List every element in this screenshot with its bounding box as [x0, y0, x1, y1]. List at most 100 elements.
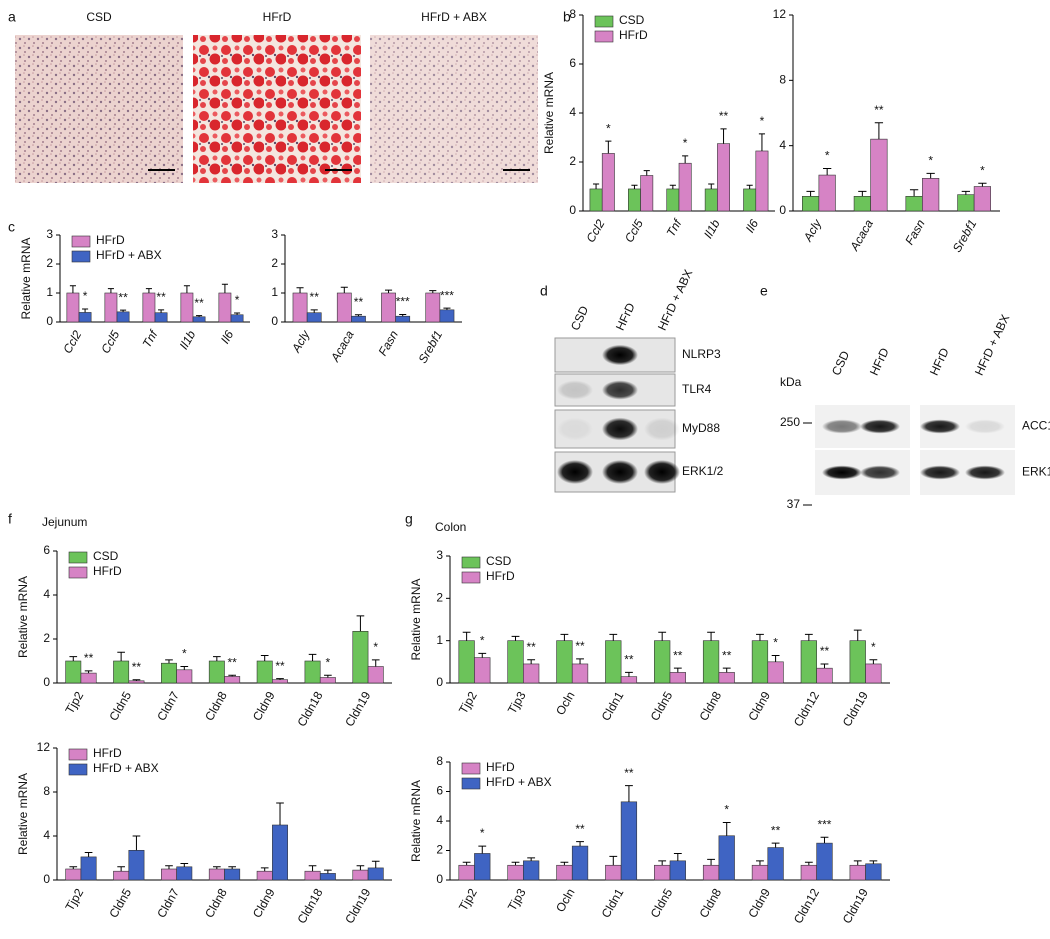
unit-label: kDa: [780, 375, 802, 389]
error-bar: [605, 140, 612, 154]
significance: *: [928, 154, 933, 168]
significance: ***: [817, 817, 831, 831]
blot-band: [860, 465, 900, 480]
significance: *: [182, 647, 187, 661]
error-bar: [978, 182, 987, 187]
y-tick-label: 2: [569, 154, 576, 168]
bar: [458, 864, 475, 881]
lane-label: HFrD: [613, 300, 638, 332]
blot-band: [965, 419, 1005, 434]
significance: **: [771, 823, 781, 837]
x-tick-label: Cldn8: [202, 689, 230, 723]
bar: [666, 188, 680, 212]
bar: [230, 314, 244, 323]
error-bar: [276, 802, 284, 825]
bar: [865, 863, 882, 881]
y-tick-label: 1: [46, 285, 53, 299]
x-tick-label: Tjp2: [62, 689, 86, 716]
y-tick-label: 0: [271, 314, 278, 328]
legend-label: HFrD: [486, 760, 515, 774]
error-bar: [308, 865, 317, 872]
error-bar: [132, 835, 141, 851]
error-bar: [560, 633, 569, 641]
y-tick-label: 4: [569, 105, 576, 119]
bar: [128, 849, 145, 881]
x-tick-label: Cldn1: [599, 886, 627, 920]
bar: [65, 660, 82, 684]
error-bar: [260, 867, 269, 872]
error-bar: [625, 785, 633, 802]
bar: [523, 860, 540, 881]
significance: ***: [396, 295, 410, 309]
significance: *: [773, 636, 778, 650]
y-tick-label: 12: [773, 7, 787, 21]
x-tick-label: Cldn8: [696, 689, 724, 723]
bar: [256, 870, 273, 881]
error-bar: [823, 168, 832, 176]
error-bar: [592, 183, 600, 189]
legend-label: HFrD + ABX: [486, 775, 552, 789]
significance: *: [683, 136, 688, 150]
legend-swatch: [461, 571, 481, 584]
x-tick-label: Tjp3: [505, 689, 529, 716]
bar: [654, 640, 671, 684]
legend-swatch: [71, 250, 91, 263]
x-tick-label: Cldn12: [791, 886, 822, 926]
error-bar: [853, 860, 862, 866]
error-bar: [673, 852, 682, 861]
y-tick-label: 8: [436, 754, 443, 768]
significance: *: [480, 634, 485, 648]
y-axis-label: Relative mRNA: [409, 780, 423, 862]
bar: [80, 672, 97, 684]
bar: [65, 868, 82, 881]
error-bar: [132, 679, 141, 681]
lane-label: HFrD + ABX: [972, 312, 1012, 377]
bar: [80, 856, 97, 881]
error-bar: [385, 289, 393, 293]
significance: *: [326, 655, 331, 669]
significance: **: [526, 640, 536, 654]
bar: [192, 316, 206, 323]
marker-label: 250: [780, 415, 800, 429]
x-tick-label: Cldn9: [745, 886, 773, 920]
x-tick-label: Il6: [743, 217, 762, 235]
x-tick-label: Tjp3: [505, 886, 529, 913]
bar: [336, 292, 352, 323]
bar: [767, 847, 784, 881]
bar: [743, 188, 757, 212]
protein-label: MyD88: [682, 421, 720, 435]
error-bar: [804, 861, 813, 866]
legend-swatch: [68, 566, 88, 579]
x-tick-label: Cldn8: [202, 886, 230, 920]
x-tick-label: Cldn5: [648, 689, 676, 723]
x-tick-label: Fasn: [902, 217, 928, 247]
legend-label: HFrD: [619, 28, 648, 42]
bar: [601, 153, 615, 212]
error-bar: [354, 314, 362, 317]
legend-swatch: [461, 777, 481, 790]
histology-image: [193, 35, 361, 183]
error-bar: [213, 866, 221, 869]
error-bar: [658, 860, 667, 866]
y-tick-label: 4: [779, 138, 786, 152]
bar: [800, 864, 817, 881]
error-bar: [399, 313, 407, 317]
lane-label: HFrD: [867, 345, 892, 377]
significance: *: [480, 826, 485, 840]
error-bar: [961, 190, 970, 195]
bar: [367, 666, 384, 684]
y-tick-label: 1: [436, 633, 443, 647]
bar: [458, 640, 475, 684]
significance: **: [575, 639, 585, 653]
bar: [640, 175, 654, 212]
error-bar: [228, 866, 236, 869]
bar: [367, 867, 384, 881]
error-bar: [804, 633, 813, 641]
y-tick-label: 1: [271, 285, 278, 299]
legend-swatch: [68, 551, 88, 564]
panel-label: a: [8, 9, 16, 25]
significance: **: [84, 651, 94, 665]
legend-swatch: [461, 556, 481, 569]
bar: [116, 311, 130, 323]
significance: **: [874, 103, 884, 117]
